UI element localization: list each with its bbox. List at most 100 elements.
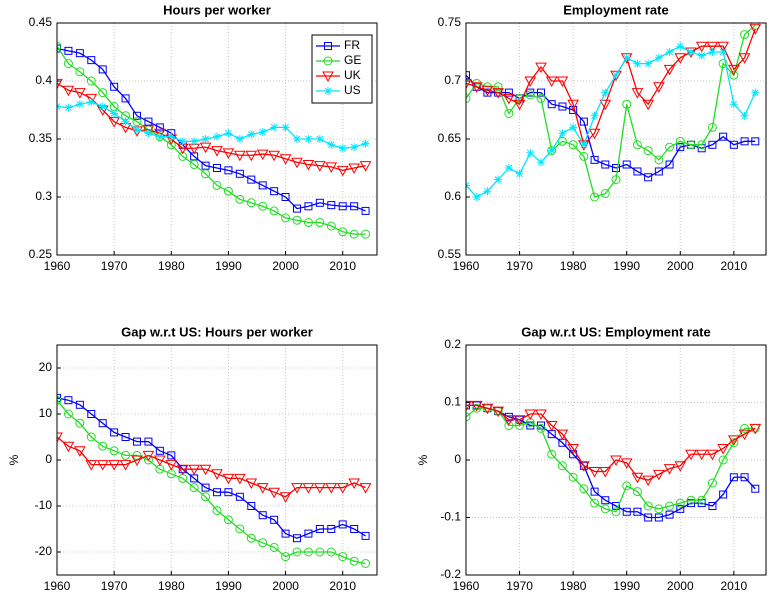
marker (472, 403, 482, 413)
marker (338, 520, 347, 529)
marker (224, 129, 233, 138)
subplot: 1960 1970 1980 1990 2000 2010 0.25 0.3 0.35 0.4 0.… (29, 2, 378, 273)
legend-label: GE (344, 53, 361, 67)
marker (675, 136, 685, 146)
marker (470, 82, 483, 93)
marker (268, 487, 280, 499)
marker (568, 140, 578, 150)
plot-content (466, 400, 762, 522)
marker (108, 117, 120, 128)
marker (131, 455, 143, 467)
x-tick-label: 1980 (560, 259, 587, 273)
marker (504, 421, 514, 430)
marker (325, 483, 338, 494)
marker (234, 150, 246, 162)
marker (590, 192, 600, 202)
marker (234, 473, 246, 485)
y-tick-label: -10 (35, 498, 53, 512)
marker (315, 525, 324, 533)
marker (258, 201, 268, 211)
marker (119, 460, 132, 471)
marker (199, 142, 212, 154)
marker (293, 204, 301, 213)
marker (481, 403, 494, 415)
marker (740, 137, 749, 146)
marker (75, 49, 84, 58)
marker (350, 143, 359, 152)
marker (547, 146, 556, 155)
marker (350, 525, 359, 533)
axes-box (56, 22, 378, 256)
marker (676, 143, 685, 152)
marker (740, 30, 750, 40)
marker (569, 123, 578, 132)
marker (348, 478, 360, 490)
marker (64, 396, 73, 405)
marker (547, 100, 556, 109)
marker (610, 455, 622, 467)
marker (676, 42, 685, 51)
marker (98, 102, 107, 111)
marker (644, 513, 653, 522)
plot-content (466, 23, 762, 202)
marker (632, 487, 642, 497)
marker (108, 460, 120, 471)
marker (686, 495, 696, 505)
x-tick-label: 2010 (329, 259, 356, 273)
y-axis-label: % (416, 454, 430, 465)
marker (494, 175, 503, 184)
marker (87, 56, 96, 65)
marker (64, 46, 73, 55)
marker (98, 441, 108, 451)
marker (599, 467, 612, 478)
marker (279, 154, 292, 165)
marker (359, 483, 372, 494)
y-tick-label: -0.2 (440, 567, 461, 581)
marker (535, 62, 547, 74)
x-tick-label: 1990 (215, 579, 242, 593)
x-tick-label: 2010 (329, 579, 356, 593)
marker (578, 461, 590, 472)
marker (166, 140, 176, 150)
marker (327, 201, 336, 210)
marker (481, 85, 494, 97)
marker (247, 502, 256, 510)
marker (85, 460, 98, 471)
marker (235, 169, 244, 178)
marker (281, 552, 291, 562)
marker (75, 67, 85, 77)
marker (132, 117, 142, 127)
marker (504, 88, 513, 97)
marker (590, 111, 599, 120)
marker (717, 41, 729, 53)
marker (545, 76, 558, 88)
marker (654, 53, 663, 62)
marker (96, 460, 109, 471)
marker (612, 164, 620, 172)
marker (281, 529, 290, 538)
marker (568, 472, 578, 482)
series-line (466, 407, 756, 513)
marker (279, 492, 292, 503)
legend-box (311, 34, 373, 104)
marker (154, 455, 166, 467)
marker (326, 547, 336, 557)
marker (663, 64, 676, 76)
marker (256, 149, 269, 161)
y-tick-label: 0.25 (29, 247, 53, 261)
marker (612, 71, 620, 80)
marker (707, 122, 717, 132)
y-axis-label: % (7, 454, 21, 465)
marker (270, 187, 279, 196)
marker (537, 158, 545, 167)
marker (326, 221, 336, 231)
marker (155, 123, 164, 132)
marker (336, 483, 349, 494)
marker (167, 451, 176, 460)
marker (642, 99, 654, 111)
marker (63, 59, 73, 69)
series-line (466, 24, 756, 198)
y-tick-label: 0.55 (438, 247, 462, 261)
y-tick-label: 0.65 (438, 131, 462, 145)
marker (86, 432, 96, 442)
